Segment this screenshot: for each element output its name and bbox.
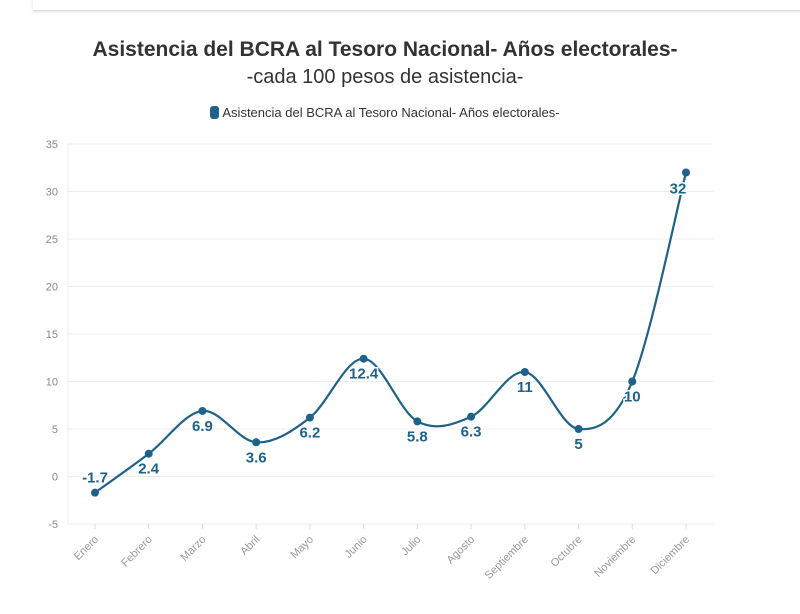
data-label: 2.4 (138, 461, 160, 478)
data-label: 5.8 (407, 428, 428, 445)
data-point (628, 377, 637, 386)
data-label: 32 (670, 181, 687, 198)
y-tick-label: 10 (46, 377, 58, 389)
chart-subtitle: -cada 100 pesos de asistencia- (246, 66, 524, 88)
x-tick-label: Octubre (549, 534, 585, 570)
legend[interactable]: Asistencia del BCRA al Tesoro Nacional- … (0, 105, 770, 120)
y-tick-label: 20 (46, 282, 58, 294)
x-tick-label: Febrero (119, 534, 155, 570)
y-tick-label: 5 (52, 424, 58, 436)
y-tick-label: 35 (46, 139, 58, 151)
x-tick-label: Marzo (178, 534, 208, 564)
legend-label: Asistencia del BCRA al Tesoro Nacional- … (222, 105, 560, 120)
y-tick-label: 15 (46, 329, 58, 341)
y-tick-label: 25 (46, 234, 58, 246)
data-point (413, 417, 422, 426)
series-line (94, 172, 688, 494)
data-point (467, 412, 476, 421)
data-label: 10 (624, 389, 641, 406)
chart-title: Asistencia del BCRA al Tesoro Nacional- … (92, 38, 678, 61)
y-tick-label: 30 (46, 187, 58, 199)
x-tick-label: Mayo (289, 534, 317, 562)
x-tick-label: Noviembre (592, 534, 638, 580)
data-point (574, 425, 583, 433)
x-tick-label: Abril (238, 534, 262, 558)
data-label: 5 (574, 436, 582, 453)
x-tick-label: Septiembre (483, 534, 531, 582)
data-label: 6.3 (461, 424, 482, 441)
x-tick-label: Julio (399, 534, 423, 558)
top-bar (33, 0, 800, 11)
data-point (252, 438, 261, 447)
x-tick-label: Diciembre (649, 534, 692, 577)
data-label: 6.2 (299, 425, 320, 442)
x-tick-label: Agosto (445, 534, 478, 567)
data-point (91, 488, 99, 497)
data-point (520, 368, 529, 376)
data-label: 3.6 (246, 449, 267, 466)
x-tick-label: Junio (343, 534, 370, 561)
data-point (359, 354, 368, 363)
data-label: 12.4 (349, 366, 379, 383)
x-tick-label: Enero (72, 534, 101, 563)
data-point (305, 413, 314, 422)
data-point (682, 168, 690, 177)
data-label: -1.7 (82, 470, 108, 487)
data-label: 6.9 (192, 418, 213, 435)
legend-swatch (210, 106, 220, 119)
y-tick-label: -5 (48, 519, 58, 531)
data-label: 11 (517, 379, 533, 396)
data-point (144, 449, 153, 458)
data-point (198, 406, 207, 415)
y-tick-label: 0 (52, 472, 58, 484)
